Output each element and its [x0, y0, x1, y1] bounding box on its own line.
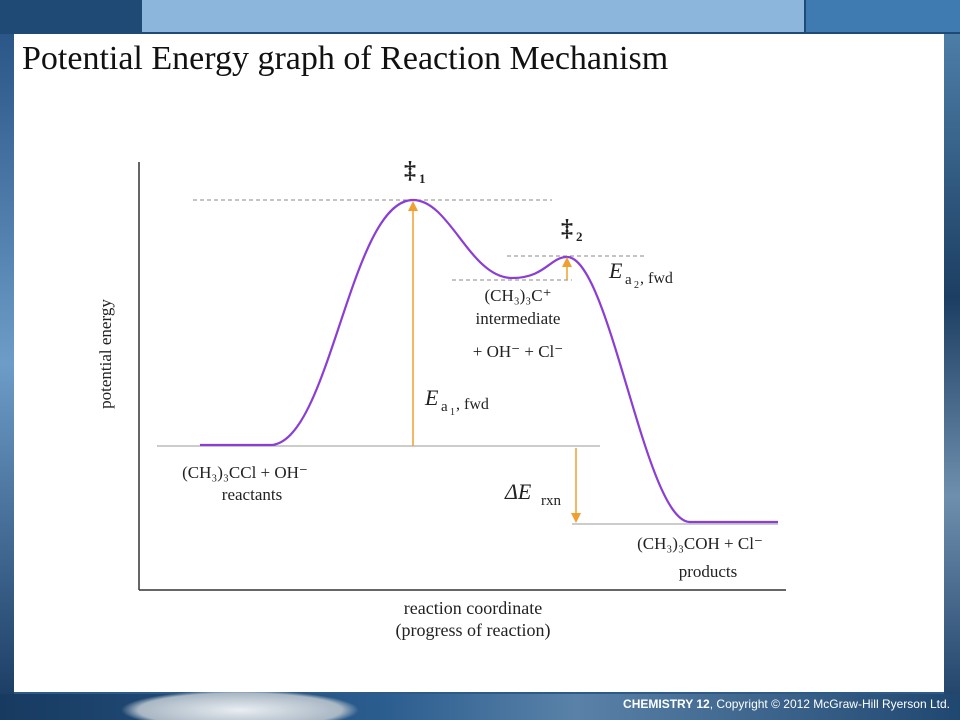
svg-text:, fwd: , fwd: [640, 270, 673, 287]
ea2-label: E a 2 , fwd: [608, 258, 673, 291]
intermediate-extra: + OH⁻ + Cl⁻: [473, 342, 564, 361]
products-label: products: [679, 562, 738, 581]
intermediate-formula: (CH₃)₃C⁺: [484, 286, 551, 305]
ts1-symbol: ‡: [404, 158, 416, 184]
left-decoration: [0, 34, 14, 694]
top-tab-right: [806, 0, 960, 32]
slide-title: Potential Energy graph of Reaction Mecha…: [22, 40, 669, 77]
ea1-label: E a 1 , fwd: [424, 385, 489, 418]
top-tab: [142, 0, 804, 32]
bottom-decoration: [120, 690, 360, 720]
x-axis-label-line2: (progress of reaction): [396, 620, 551, 641]
footer-copyright: , Copyright © 2012 McGraw-Hill Ryerson L…: [709, 697, 950, 711]
right-decoration: [944, 34, 960, 694]
svg-text:a: a: [625, 272, 632, 288]
products-formula: (CH₃)₃COH + Cl⁻: [637, 534, 763, 553]
svg-text:a: a: [441, 399, 448, 415]
intermediate-label: intermediate: [476, 309, 561, 328]
energy-curve: [200, 198, 778, 524]
reactants-formula: (CH₃)₃CCl + OH⁻: [182, 463, 308, 482]
svg-text:rxn: rxn: [541, 493, 561, 509]
svg-text:ΔE: ΔE: [504, 479, 532, 504]
slide-canvas: [14, 34, 944, 692]
svg-text:2: 2: [634, 280, 639, 291]
delta-e-label: ΔE rxn: [504, 479, 561, 509]
svg-text:E: E: [424, 385, 439, 410]
ts2-subscript: 2: [576, 229, 583, 244]
y-axis-label: potential energy: [96, 299, 115, 409]
ts1-subscript: 1: [419, 171, 426, 186]
copyright-footer: CHEMISTRY 12, Copyright © 2012 McGraw-Hi…: [623, 697, 950, 711]
ts2-symbol: ‡: [561, 216, 573, 242]
x-axis-label-line1: reaction coordinate: [404, 598, 542, 618]
reactants-label: reactants: [222, 485, 282, 504]
svg-text:, fwd: , fwd: [456, 396, 489, 413]
svg-text:E: E: [608, 258, 623, 283]
svg-text:1: 1: [450, 407, 455, 418]
footer-brand: CHEMISTRY 12: [623, 697, 710, 711]
